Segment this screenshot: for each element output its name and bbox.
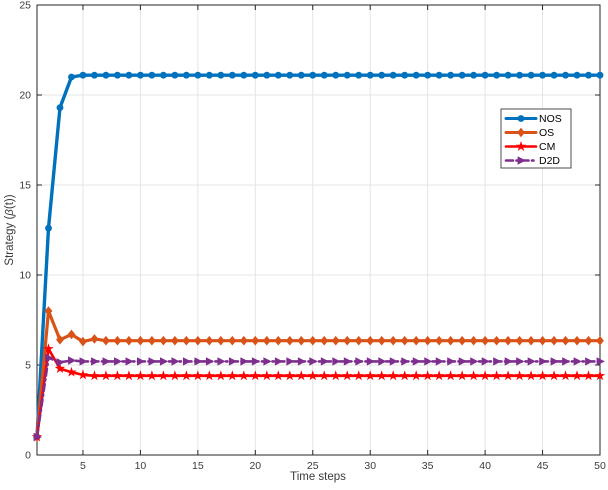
x-axis-label: Time steps — [290, 471, 346, 483]
legend-item-nos: NOS — [504, 113, 562, 125]
svg-text:45: 45 — [537, 460, 549, 472]
svg-text:40: 40 — [479, 460, 491, 472]
tick-marks — [37, 4, 601, 456]
svg-text:50: 50 — [594, 460, 606, 472]
svg-text:35: 35 — [422, 460, 434, 472]
legend: NOS OS CM D2D — [500, 108, 572, 169]
series-d2d — [33, 353, 605, 442]
svg-text:15: 15 — [192, 460, 204, 472]
svg-text:NOS: NOS — [539, 113, 562, 125]
svg-text:30: 30 — [364, 460, 376, 472]
svg-text:0: 0 — [25, 450, 31, 462]
y-axis-label: Strategy (β(t)) — [4, 194, 16, 266]
axes-box — [36, 4, 601, 456]
legend-item-cm: CM — [504, 141, 555, 153]
svg-text:20: 20 — [249, 460, 261, 472]
series-nos — [33, 71, 604, 441]
svg-text:5: 5 — [25, 360, 31, 372]
svg-text:OS: OS — [539, 127, 554, 139]
svg-text:D2D: D2D — [539, 155, 560, 167]
legend-item-os: OS — [504, 127, 554, 139]
legend-item-d2d: D2D — [504, 155, 560, 167]
series-os — [33, 306, 604, 442]
svg-text:25: 25 — [307, 460, 319, 472]
svg-text:25: 25 — [19, 0, 31, 12]
svg-text:5: 5 — [80, 460, 86, 472]
gridlines — [37, 4, 601, 456]
series-cm — [31, 343, 606, 442]
svg-text:20: 20 — [19, 90, 31, 102]
svg-text:15: 15 — [19, 180, 31, 192]
svg-text:10: 10 — [19, 270, 31, 282]
svg-text:CM: CM — [539, 141, 555, 153]
svg-text:10: 10 — [135, 460, 147, 472]
tick-labels: 5 10 15 20 25 30 35 40 45 50 0 5 10 15 20 25 — [19, 0, 606, 472]
